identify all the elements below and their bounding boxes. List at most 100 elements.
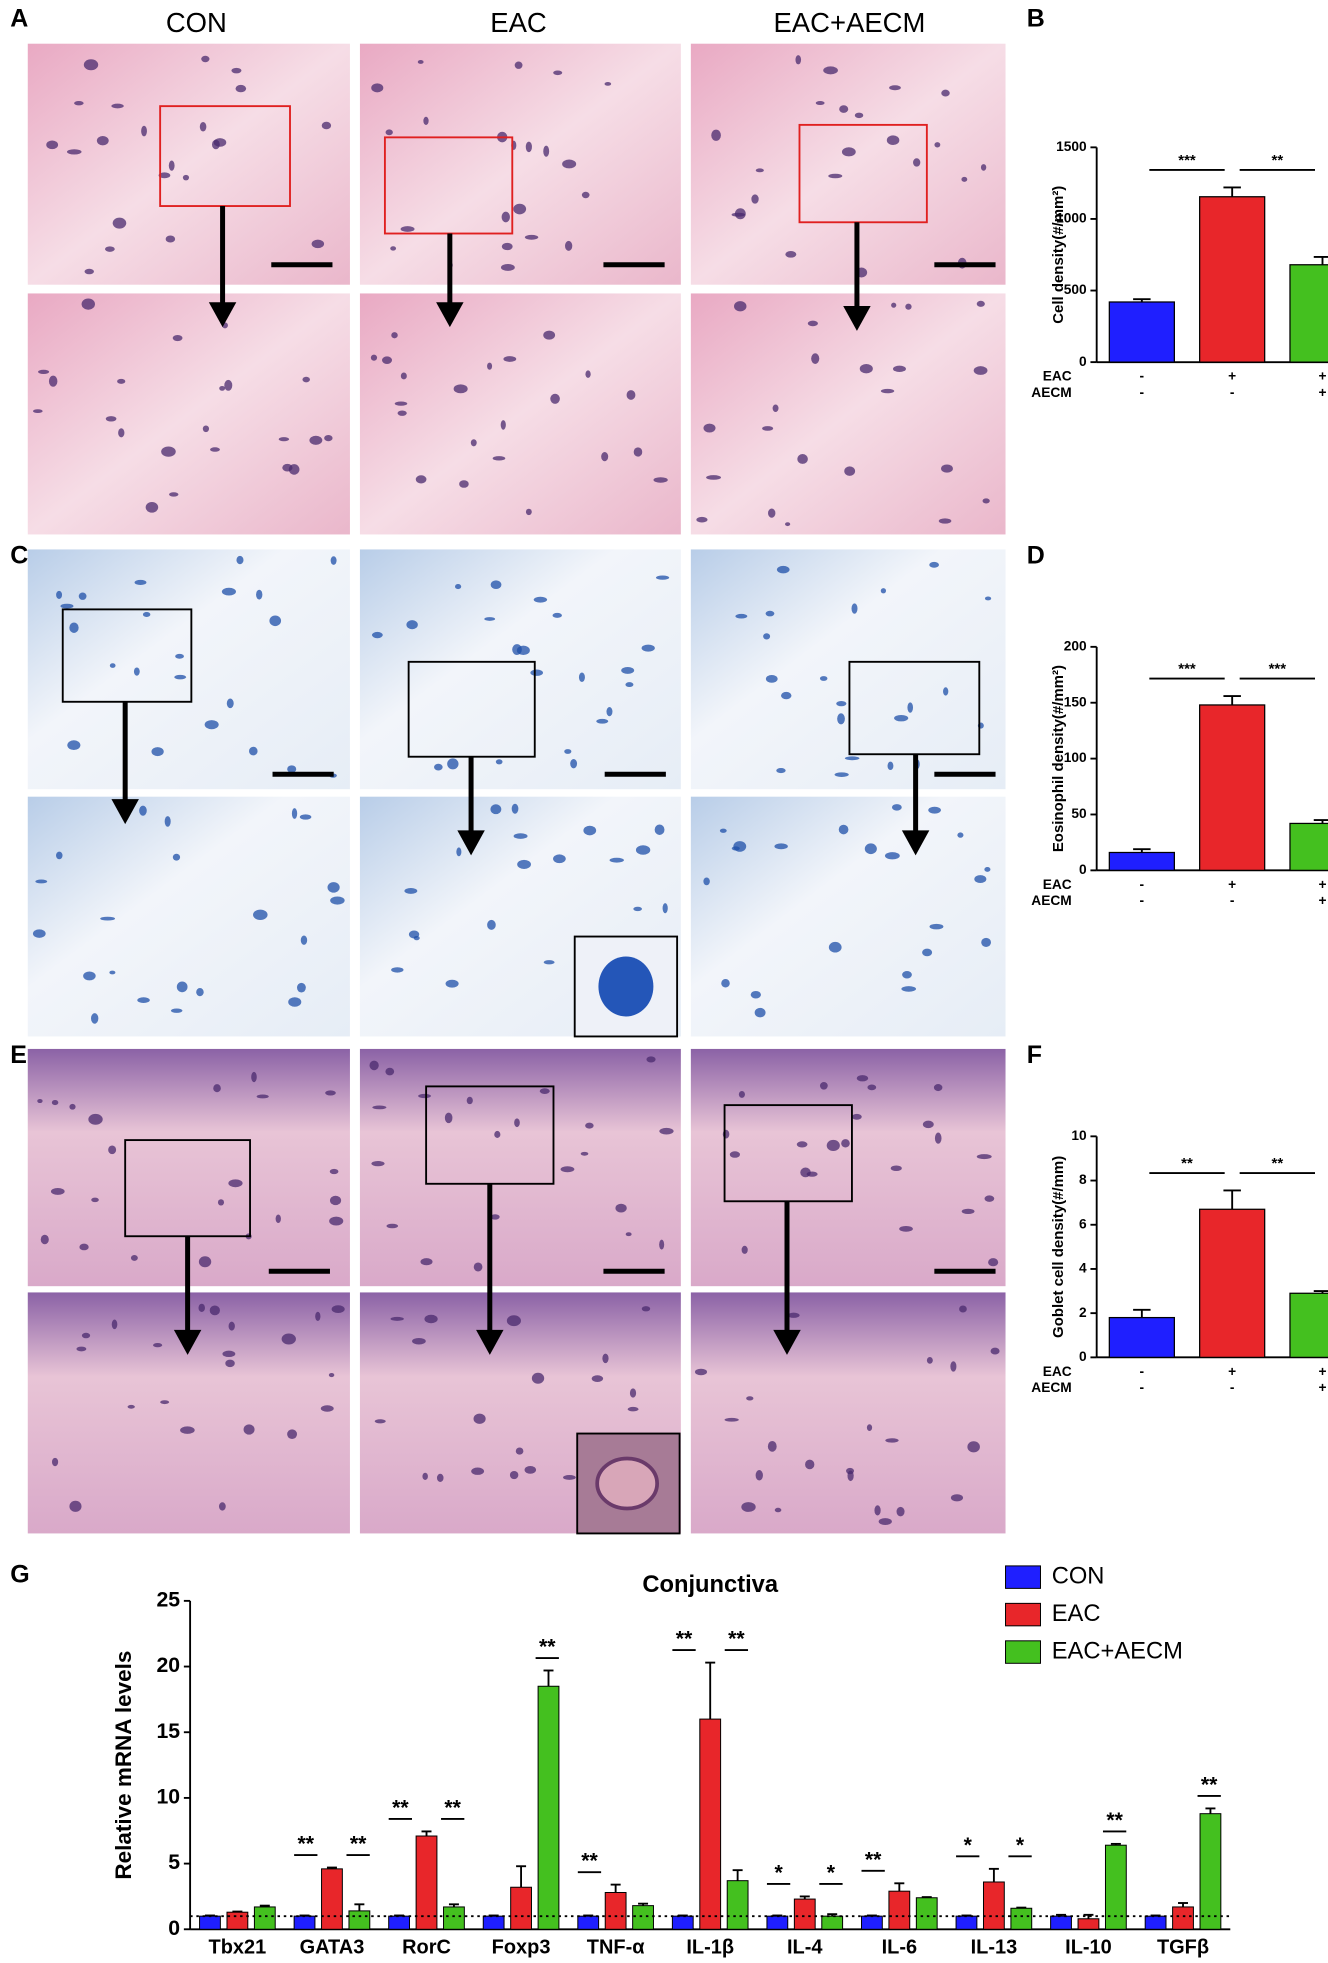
cell-nucleus	[423, 116, 429, 126]
panel-label: E	[10, 1041, 27, 1069]
significance-label: **	[392, 1797, 409, 1820]
cell-nucleus	[490, 580, 502, 589]
bar	[226, 1911, 249, 1930]
cell-nucleus	[604, 82, 612, 86]
cell-nucleus	[776, 768, 786, 774]
cell-nucleus	[806, 1171, 818, 1177]
cell-nucleus	[228, 1179, 243, 1188]
cell-nucleus	[371, 83, 384, 93]
cell-nucleus	[841, 1139, 850, 1148]
cell-nucleus	[922, 948, 933, 957]
bar	[1289, 822, 1328, 871]
cell-nucleus	[729, 1151, 741, 1158]
cell-nucleus	[145, 501, 159, 513]
cell-nucleus	[552, 612, 562, 618]
cell-nucleus	[287, 765, 297, 773]
cell-nucleus	[741, 1502, 756, 1512]
cell-nucleus	[933, 1084, 943, 1092]
cell-nucleus	[105, 246, 115, 252]
cell-nucleus	[394, 401, 408, 406]
cell-nucleus	[456, 847, 462, 857]
cell-nucleus	[839, 105, 849, 113]
cell-nucleus	[84, 268, 94, 275]
cell-nucleus	[539, 1088, 550, 1094]
cell-nucleus	[256, 1094, 269, 1099]
cell-nucleus	[391, 967, 404, 973]
cell-nucleus	[370, 354, 378, 361]
micrograph	[27, 293, 350, 535]
zoom-arrow-head	[111, 799, 139, 825]
condition-mark: -	[1140, 893, 1145, 908]
cell-nucleus	[524, 1466, 537, 1474]
x-tick-label: IL-6	[882, 1936, 918, 1958]
cell-nucleus	[797, 454, 808, 464]
cell-nucleus	[533, 596, 548, 603]
cell-nucleus	[838, 824, 849, 835]
cell-nucleus	[694, 1368, 708, 1376]
cell-nucleus	[56, 851, 63, 860]
cell-nucleus	[226, 698, 234, 709]
cell-nucleus	[828, 941, 842, 953]
bar	[482, 1915, 505, 1930]
cell-nucleus	[253, 909, 268, 920]
cell-nucleus	[369, 1060, 379, 1071]
condition-mark: -	[1140, 369, 1145, 384]
significance-label: **	[298, 1833, 315, 1856]
cell-nucleus	[596, 718, 609, 724]
cell-nucleus	[168, 160, 175, 171]
cell-nucleus	[885, 1438, 899, 1443]
cell-nucleus	[418, 1093, 431, 1099]
y-tick-label: 0	[1079, 1349, 1087, 1364]
cell-nucleus	[311, 239, 325, 249]
cell-nucleus	[50, 1187, 65, 1195]
cell-nucleus	[625, 682, 634, 688]
cell-nucleus	[83, 59, 99, 71]
cell-nucleus	[662, 903, 668, 914]
cell-nucleus	[275, 1214, 281, 1224]
cell-nucleus	[91, 1013, 99, 1024]
cell-nucleus	[517, 859, 531, 869]
cell-nucleus	[281, 1333, 296, 1345]
x-tick-label: RorC	[402, 1936, 451, 1958]
cell-nucleus	[856, 1075, 869, 1082]
cell-nucleus	[819, 676, 828, 681]
cell-nucleus	[785, 522, 791, 527]
bar	[348, 1910, 371, 1930]
cell-nucleus	[976, 1154, 992, 1160]
cell-nucleus	[490, 1214, 500, 1220]
cell-nucleus	[158, 172, 171, 179]
condition-mark: +	[1318, 1380, 1326, 1395]
significance-label: *	[964, 1834, 973, 1857]
micrograph	[690, 549, 1006, 790]
cell-nucleus	[787, 1312, 800, 1318]
cell-nucleus	[543, 960, 555, 965]
micrograph	[359, 1048, 681, 1287]
bar	[253, 1906, 276, 1930]
bar	[766, 1915, 789, 1930]
cell-nucleus	[133, 667, 140, 676]
cell-nucleus	[785, 250, 797, 258]
significance-label: **	[539, 1636, 556, 1659]
bar	[1199, 1208, 1266, 1358]
cell-nucleus	[291, 808, 298, 819]
cell-nucleus	[278, 437, 290, 442]
condition-mark: +	[1228, 877, 1236, 892]
micrograph	[27, 549, 350, 790]
cell-nucleus	[633, 906, 642, 912]
cell-nucleus	[938, 518, 952, 524]
bar	[1199, 196, 1266, 363]
cell-nucleus	[331, 1305, 345, 1314]
cell-nucleus	[926, 1356, 933, 1364]
bar	[888, 1890, 911, 1930]
cell-nucleus	[929, 561, 939, 568]
cell-nucleus	[142, 612, 151, 618]
cell-nucleus	[139, 805, 147, 816]
cell-nucleus	[984, 866, 991, 872]
cell-nucleus	[243, 1424, 255, 1435]
cell-nucleus	[204, 720, 219, 730]
bar	[1010, 1907, 1033, 1930]
cell-nucleus	[141, 125, 147, 137]
cell-nucleus	[302, 376, 310, 383]
cell-nucleus	[851, 1113, 862, 1120]
cell-nucleus	[886, 135, 900, 146]
